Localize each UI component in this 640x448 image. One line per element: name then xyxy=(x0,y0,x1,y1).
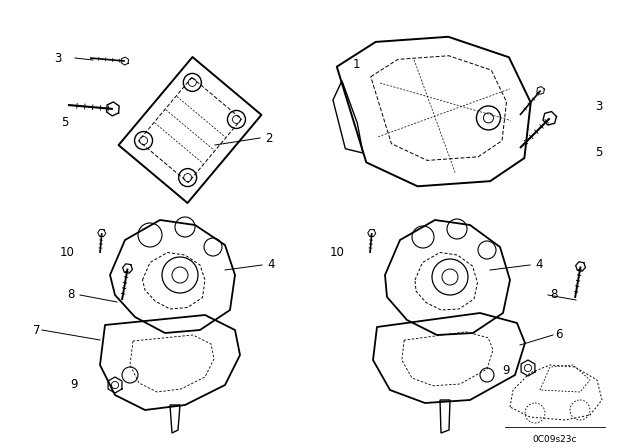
Text: 0C09s23c: 0C09s23c xyxy=(532,435,577,444)
Text: 1: 1 xyxy=(353,57,360,70)
Text: 5: 5 xyxy=(595,146,602,159)
Text: 7: 7 xyxy=(33,323,40,336)
Text: 10: 10 xyxy=(330,246,345,259)
Text: 10: 10 xyxy=(60,246,75,259)
Text: 4: 4 xyxy=(535,258,543,271)
Text: 3: 3 xyxy=(595,100,602,113)
Text: 4: 4 xyxy=(267,258,275,271)
Text: 9: 9 xyxy=(502,363,510,376)
Text: 9: 9 xyxy=(70,379,78,392)
Text: 8: 8 xyxy=(68,289,75,302)
Text: 5: 5 xyxy=(61,116,68,129)
Text: 2: 2 xyxy=(265,132,273,145)
Text: 3: 3 xyxy=(54,52,62,65)
Text: 8: 8 xyxy=(550,289,557,302)
Text: 6: 6 xyxy=(555,328,563,341)
